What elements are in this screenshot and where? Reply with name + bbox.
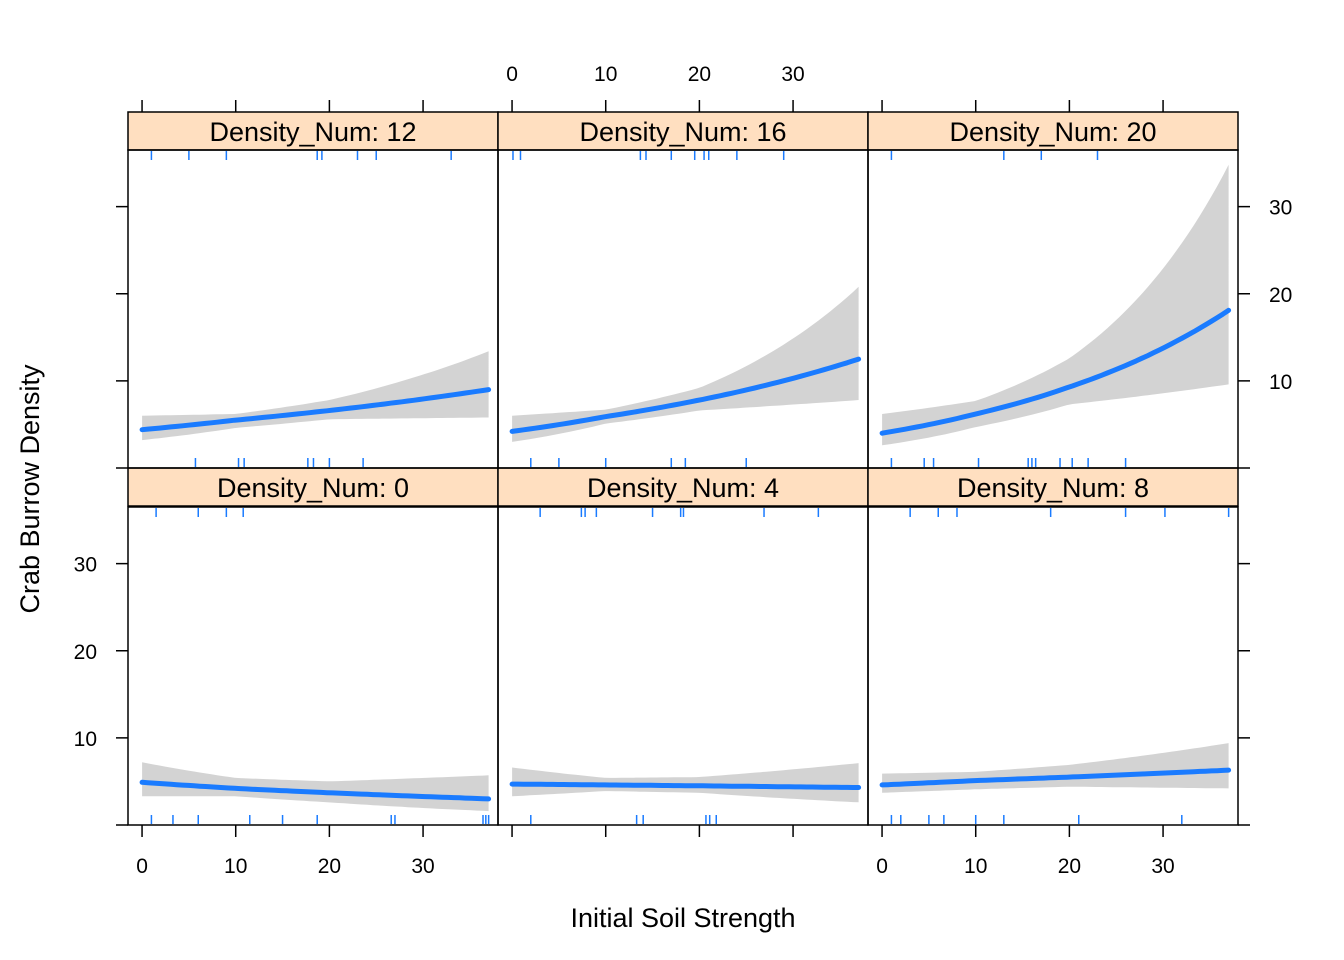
- y-tick-label: 20: [1269, 284, 1292, 307]
- confidence-band: [512, 763, 859, 803]
- y-tick-label: 20: [74, 641, 97, 664]
- fitted-line: [509, 356, 862, 434]
- panel-strip-label: Density_Num: 20: [949, 117, 1156, 147]
- x-tick-label: 0: [876, 855, 888, 878]
- confidence-band: [882, 743, 1229, 793]
- x-tick-label: 10: [964, 855, 987, 878]
- fitted-line: [509, 781, 862, 790]
- panel-strip: [867, 111, 1239, 151]
- panel-frame: [867, 149, 1239, 469]
- fitted-line: [139, 387, 492, 433]
- y-tick-label: 10: [74, 728, 97, 751]
- x-tick-label: 30: [411, 855, 434, 878]
- y-tick-label: 30: [1269, 197, 1292, 220]
- x-axis-title: Initial Soil Strength: [570, 903, 795, 933]
- panel-frames: [127, 149, 1239, 826]
- confidence-band: [512, 286, 859, 442]
- x-tick-label: 0: [506, 63, 518, 86]
- panel-frame: [867, 506, 1239, 826]
- panel-strip: [127, 111, 499, 151]
- x-tick-label: 30: [781, 63, 804, 86]
- panel-strips: Density_Num: 0 Density_Num: 4 Density_Num:…: [127, 111, 1239, 507]
- x-tick-label: 20: [318, 855, 341, 878]
- fitted-lines: [139, 307, 1232, 802]
- panel-strip-label: Density_Num: 4: [587, 473, 779, 503]
- y-tick-label: 10: [1269, 371, 1292, 394]
- x-tick-label: 20: [688, 63, 711, 86]
- fitted-line: [879, 307, 1232, 436]
- confidence-band: [882, 164, 1229, 446]
- x-tick-label: 20: [1058, 855, 1081, 878]
- panel-strip-label: Density_Num: 8: [957, 473, 1149, 503]
- x-tick-label: 30: [1151, 855, 1174, 878]
- fitted-line: [139, 779, 492, 802]
- fitted-line: [879, 767, 1232, 788]
- rug-marks: [150, 151, 1230, 824]
- panel-strip-label: Density_Num: 16: [579, 117, 786, 147]
- y-tick-label: 30: [74, 554, 97, 577]
- axes: 0 10 20 30 0 10 20 30 0 10 20 30 10 20 30 10 20 30: [74, 63, 1293, 878]
- panel-strip-label: Density_Num: 0: [217, 473, 409, 503]
- confidence-band: [142, 351, 489, 441]
- confidence-band: [142, 762, 489, 812]
- y-axis-title: Crab Burrow Density: [15, 364, 45, 614]
- x-tick-label: 10: [224, 855, 247, 878]
- x-tick-label: 10: [594, 63, 617, 86]
- x-tick-label: 0: [136, 855, 148, 878]
- panel-strip-label: Density_Num: 12: [209, 117, 416, 147]
